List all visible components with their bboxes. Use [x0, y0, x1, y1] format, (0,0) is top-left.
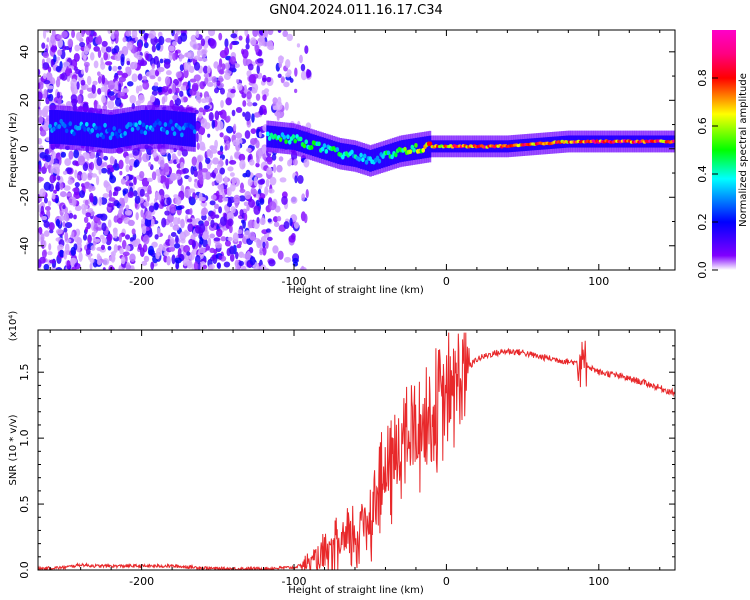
snr-ticks: -200 -100 0 100 0.0 0.5 1.0 1.5	[18, 330, 675, 588]
spectrogram-ytick-label: -20	[18, 188, 31, 206]
spectrogram-ylabel: Frequency (Hz)	[8, 112, 19, 188]
colorbar-tick-label: 0.2	[696, 213, 709, 231]
snr-series-line	[38, 332, 675, 570]
snr-panel: -200 -100 0 100 0.0 0.5 1.0 1.5 Height of strai…	[8, 311, 676, 596]
spectrogram-xtick-label: -100	[282, 275, 307, 288]
snr-xtick-label: 0	[443, 575, 450, 588]
colorbar-tick-label: 0.0	[696, 261, 709, 279]
spectrogram-xtick-label: 100	[588, 275, 609, 288]
snr-frame	[37, 329, 676, 571]
spectrogram-xlabel: Height of straight line (km)	[288, 285, 424, 296]
snr-ytick-label: 0.0	[18, 561, 31, 579]
spectrogram-frame	[37, 29, 676, 271]
colorbar: 0.0 0.2 0.4 0.6 0.8 Normalized spectral ampl…	[696, 30, 749, 279]
colorbar-ticks: 0.0 0.2 0.4 0.6 0.8	[696, 69, 718, 279]
spectrogram-ytick-label: -40	[18, 237, 31, 255]
chart-title: GN04.2024.011.16.17.C34	[269, 3, 443, 18]
snr-xtick-label: 100	[588, 575, 609, 588]
colorbar-tick-label: 0.4	[696, 165, 709, 183]
spectrogram-ytick-label: 40	[18, 45, 31, 59]
snr-y-scale-label: (x10⁴)	[8, 311, 19, 342]
spectrogram-ytick-label: 20	[18, 93, 31, 107]
snr-xlabel: Height of straight line (km)	[288, 585, 424, 596]
snr-ytick-label: 0.5	[18, 495, 31, 512]
snr-xtick-label: -200	[129, 575, 154, 588]
snr-ylabel: SNR (10 * v/v)	[8, 414, 19, 485]
snr-ytick-label: 1.5	[18, 363, 31, 381]
colorbar-label: Normalized spectral amplitude	[738, 73, 749, 227]
colorbar-tick-label: 0.8	[696, 69, 709, 87]
spectrogram-xtick-label: 0	[443, 275, 450, 288]
spectrogram-ridge	[48, 105, 675, 177]
spectrogram-ytick-label: 0	[18, 145, 31, 152]
snr-xtick-label: -100	[282, 575, 307, 588]
spectrogram-xtick-label: -200	[129, 275, 154, 288]
colorbar-tick-label: 0.6	[696, 117, 709, 135]
colorbar-gradient	[712, 30, 736, 270]
snr-ytick-label: 1.0	[18, 429, 31, 447]
